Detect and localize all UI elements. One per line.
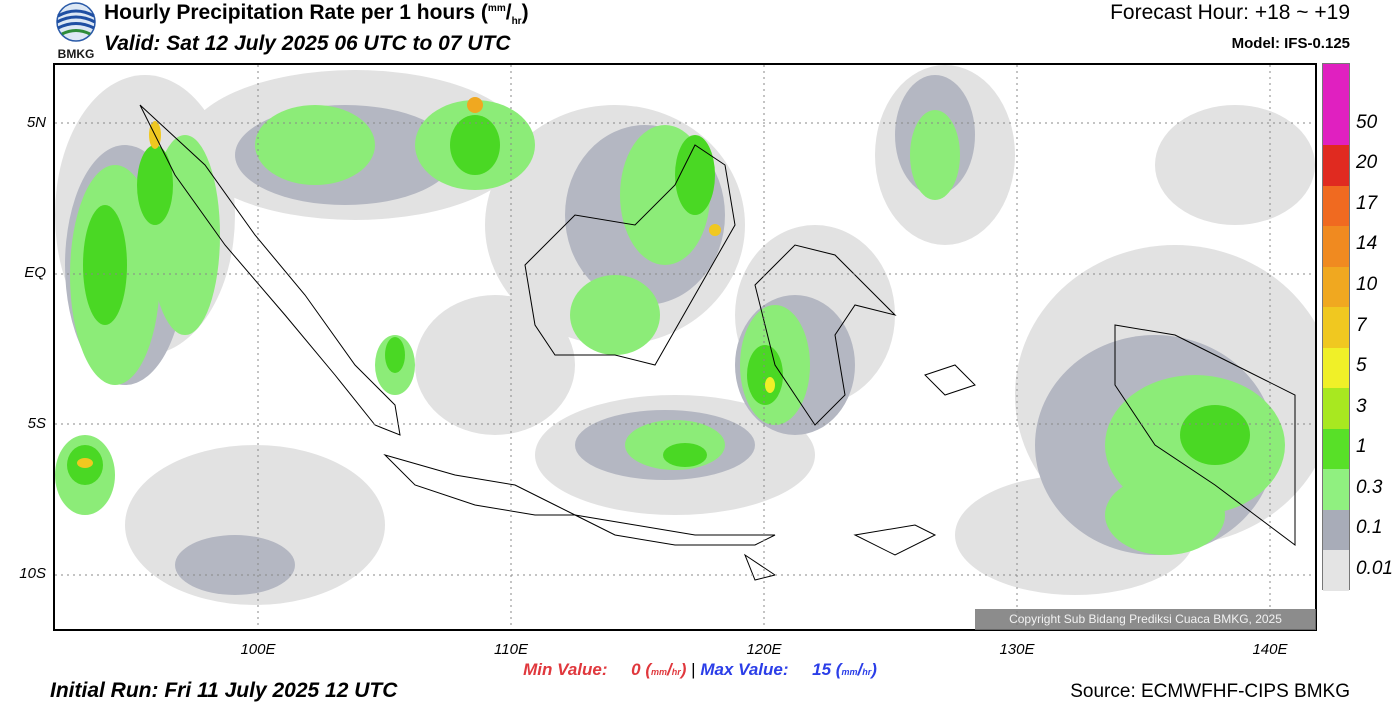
lat-label-eq: EQ [24, 264, 46, 281]
lat-label-5s: 5S [27, 415, 46, 432]
bmkg-logo: BMKG [56, 2, 96, 60]
lon-label-130e: 130E [999, 641, 1035, 658]
colorbar-label: 20 [1356, 152, 1378, 174]
colorbar-segment [1323, 469, 1349, 510]
colorbar-label: 0.1 [1356, 517, 1383, 539]
lat-label-5n: 5N [26, 114, 46, 131]
colorbar-label: 0.01 [1356, 557, 1393, 579]
colorbar-segment [1323, 347, 1349, 389]
colorbar [1322, 63, 1350, 591]
colorbar-label: 7 [1356, 314, 1367, 336]
colorbar-label: 3 [1356, 395, 1367, 417]
lat-label-10s: 10S [19, 565, 46, 582]
model-name: Model: IFS-0.125 [1231, 35, 1350, 52]
rain-area-green [67, 115, 1250, 485]
lon-label-120e: 120E [746, 641, 782, 658]
coastlines [139, 104, 1296, 581]
colorbar-label: 0.3 [1356, 476, 1383, 498]
svg-text:BMKG: BMKG [58, 47, 95, 60]
colorbar-segment [1323, 509, 1349, 551]
map-canvas [55, 65, 1315, 629]
colorbar-label: 5 [1356, 355, 1367, 377]
colorbar-segment [1323, 64, 1349, 105]
lon-label-140e: 140E [1252, 641, 1288, 658]
colorbar-segment [1323, 550, 1349, 591]
colorbar-label: 50 [1356, 111, 1378, 133]
min-value-label: Min Value: [523, 660, 608, 679]
colorbar-label: 10 [1356, 273, 1378, 295]
colorbar-segment [1323, 185, 1349, 227]
colorbar-segment [1323, 388, 1349, 429]
colorbar-segment [1323, 428, 1349, 470]
initial-run: Initial Run: Fri 11 July 2025 12 UTC [50, 679, 398, 702]
precipitation-map [53, 63, 1317, 631]
colorbar-label: 17 [1356, 192, 1378, 214]
forecast-hour: Forecast Hour: +18 ~ +19 [1110, 1, 1350, 24]
valid-time: Valid: Sat 12 July 2025 06 UTC to 07 UTC [104, 32, 511, 55]
colorbar-segment [1323, 145, 1349, 186]
colorbar-label: 14 [1356, 233, 1378, 255]
min-max-values: Min Value: 0 (mm/hr) | Max Value: 15 (mm… [523, 660, 877, 679]
rain-area-core [77, 97, 775, 468]
colorbar-segment [1323, 266, 1349, 308]
colorbar-segment [1323, 104, 1349, 146]
colorbar-segment [1323, 307, 1349, 348]
copyright-note: Copyright Sub Bidang Prediksi Cuaca BMKG… [975, 609, 1316, 630]
max-value: 15 [812, 660, 832, 679]
lon-label-100e: 100E [240, 641, 276, 658]
grid-lines [55, 65, 1315, 629]
data-source: Source: ECMWFHF-CIPS BMKG [1070, 681, 1350, 702]
chart-title: Hourly Precipitation Rate per 1 hours (m… [104, 1, 529, 28]
lon-label-110e: 110E [494, 641, 528, 658]
colorbar-label: 1 [1356, 436, 1367, 458]
max-value-label: Max Value: [700, 660, 789, 679]
min-value: 0 [631, 660, 641, 679]
colorbar-segment [1323, 226, 1349, 267]
